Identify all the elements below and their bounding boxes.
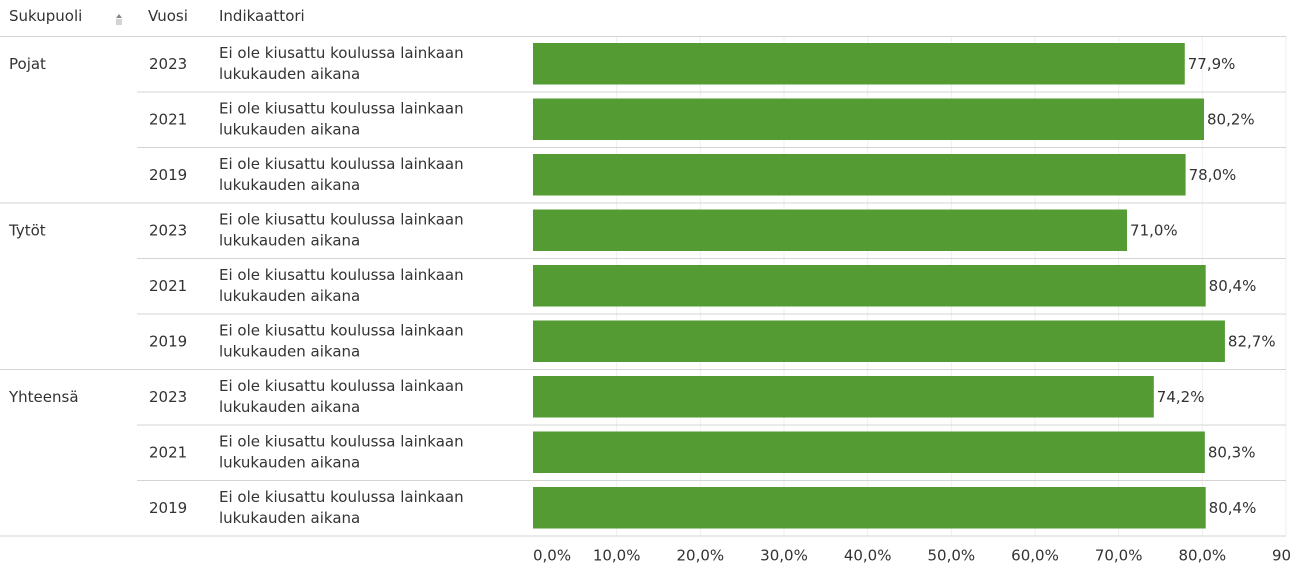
bar [533, 431, 1205, 473]
indicator-label-line: lukukauden aikana [219, 398, 360, 416]
sort-icon[interactable] [116, 14, 122, 26]
x-tick-label: 50,0% [928, 547, 976, 563]
x-tick-label: 30,0% [760, 547, 808, 563]
year-label: 2019 [149, 332, 187, 350]
data-label: 78,0% [1189, 166, 1237, 184]
x-tick-label: 60,0% [1011, 547, 1059, 563]
x-tick-label: 40,0% [844, 547, 892, 563]
x-tick-label: 90 [1272, 547, 1291, 563]
x-tick-label: 80,0% [1179, 547, 1227, 563]
indicator-label-line: lukukauden aikana [219, 231, 360, 249]
indicator-label-line: Ei ole kiusattu koulussa lainkaan [219, 432, 464, 450]
indicator-label-line: lukukauden aikana [219, 120, 360, 138]
indicator-label-line: Ei ole kiusattu koulussa lainkaan [219, 155, 464, 173]
year-label: 2019 [149, 499, 187, 517]
indicator-label-line: lukukauden aikana [219, 509, 360, 527]
indicator-label-line: Ei ole kiusattu koulussa lainkaan [219, 377, 464, 395]
data-label: 71,0% [1130, 221, 1178, 239]
data-label: 80,4% [1209, 277, 1257, 295]
bar [533, 487, 1206, 529]
bar [533, 376, 1154, 418]
indicator-label-line: Ei ole kiusattu koulussa lainkaan [219, 99, 464, 117]
year-label: 2021 [149, 110, 187, 128]
indicator-label-line: lukukauden aikana [219, 176, 360, 194]
data-label: 74,2% [1157, 388, 1205, 406]
indicator-label-line: lukukauden aikana [219, 342, 360, 360]
indicator-label-line: Ei ole kiusattu koulussa lainkaan [219, 488, 464, 506]
year-label: 2023 [149, 388, 187, 406]
bar [533, 320, 1225, 362]
group-label: Yhteensä [8, 388, 79, 406]
bar [533, 265, 1206, 307]
bar [533, 154, 1186, 196]
indicator-label-line: lukukauden aikana [219, 65, 360, 83]
x-tick-label: 70,0% [1095, 547, 1143, 563]
indicator-label-line: Ei ole kiusattu koulussa lainkaan [219, 44, 464, 62]
indicator-label-line: lukukauden aikana [219, 453, 360, 471]
year-label: 2021 [149, 277, 187, 295]
indicator-label-line: Ei ole kiusattu koulussa lainkaan [219, 321, 464, 339]
data-label: 80,2% [1207, 110, 1255, 128]
indicator-label-line: lukukauden aikana [219, 287, 360, 305]
bar [533, 98, 1205, 140]
bar [533, 209, 1128, 251]
year-label: 2023 [149, 221, 187, 239]
year-label: 2019 [149, 166, 187, 184]
data-label: 77,9% [1188, 55, 1236, 73]
header-gender[interactable]: Sukupuoli [9, 7, 83, 25]
x-tick-label: 10,0% [593, 547, 641, 563]
year-label: 2023 [149, 55, 187, 73]
year-label: 2021 [149, 443, 187, 461]
x-tick-label: 20,0% [677, 547, 725, 563]
x-tick-label: 0,0% [533, 547, 571, 563]
bar [533, 43, 1185, 85]
header-indicator: Indikaattori [219, 7, 305, 25]
group-label: Tytöt [8, 221, 46, 239]
indicator-label-line: Ei ole kiusattu koulussa lainkaan [219, 266, 464, 284]
indicator-label-line: Ei ole kiusattu koulussa lainkaan [219, 210, 464, 228]
data-label: 82,7% [1228, 332, 1276, 350]
group-label: Pojat [9, 55, 46, 73]
header-year: Vuosi [148, 7, 188, 25]
data-label: 80,4% [1209, 499, 1257, 517]
data-label: 80,3% [1208, 443, 1256, 461]
